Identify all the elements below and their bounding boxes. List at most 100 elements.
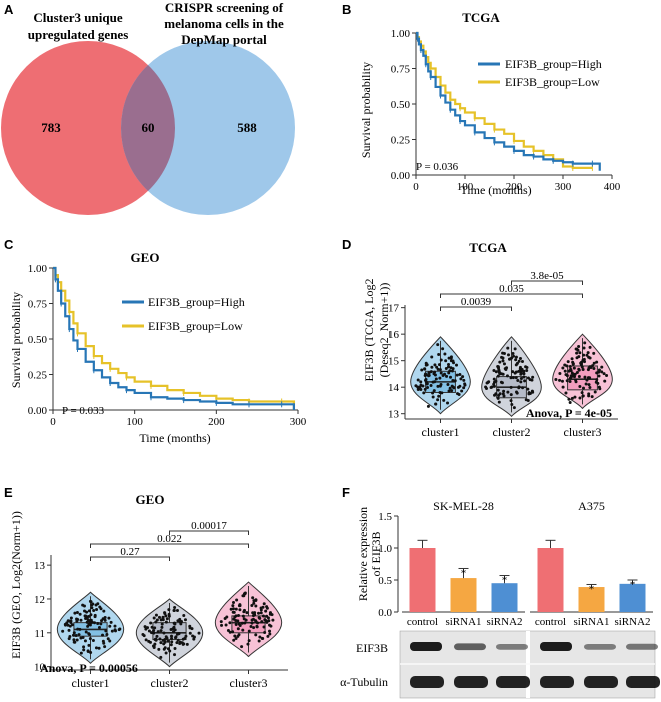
data-point xyxy=(166,639,170,643)
data-point xyxy=(94,603,98,607)
y-tick-label: 0.00 xyxy=(28,405,48,417)
venn-right-label-2: melanoma cells in the xyxy=(164,16,284,31)
data-point xyxy=(512,406,516,410)
data-point xyxy=(585,353,589,357)
data-point xyxy=(160,625,164,629)
violin-geo-ylabel: EIF3B (GEO, Log2(Norm+1)) xyxy=(9,511,23,659)
data-point xyxy=(523,379,527,383)
data-point xyxy=(94,646,98,650)
data-point xyxy=(101,633,105,637)
data-point xyxy=(531,375,535,379)
data-point xyxy=(74,633,78,637)
data-point xyxy=(424,378,428,382)
data-point xyxy=(592,361,596,365)
data-point xyxy=(420,368,424,372)
data-point xyxy=(83,614,87,618)
x-tick-label: cluster1 xyxy=(422,425,460,439)
legend-label-high: EIF3B_group=High xyxy=(148,295,245,309)
blot-row1-label: EIF3B xyxy=(356,641,388,655)
data-point xyxy=(583,341,587,345)
data-point xyxy=(159,655,163,659)
data-point xyxy=(267,619,271,623)
data-point xyxy=(433,380,437,384)
data-point xyxy=(259,611,263,615)
data-point xyxy=(492,369,496,373)
data-point xyxy=(431,395,435,399)
y-tick-label: 14 xyxy=(388,382,400,394)
data-point xyxy=(97,625,101,629)
data-point xyxy=(520,360,524,364)
data-point xyxy=(99,607,103,611)
data-point xyxy=(579,361,583,365)
data-point xyxy=(233,615,237,619)
data-point xyxy=(518,356,522,360)
data-point xyxy=(160,622,164,626)
km-tcga-xlabel: Time (months) xyxy=(460,183,531,197)
km-curve-EIF3B_group=High xyxy=(53,266,296,410)
data-point xyxy=(462,378,466,382)
data-point xyxy=(492,382,496,386)
data-point xyxy=(447,362,451,366)
venn-right-count: 588 xyxy=(237,120,257,135)
panel-c: C GEO 0.00 0.25 0.50 0.75 1.00 0 100 200 300 Tim… xyxy=(4,237,307,445)
data-point xyxy=(498,372,502,376)
data-point xyxy=(588,345,592,349)
data-point xyxy=(150,625,154,629)
data-point xyxy=(231,630,235,634)
data-point xyxy=(497,393,501,397)
data-point xyxy=(85,610,89,614)
data-point xyxy=(232,638,236,642)
data-point xyxy=(178,642,182,646)
data-point xyxy=(505,374,509,378)
data-point xyxy=(444,367,448,371)
data-point xyxy=(592,351,596,355)
data-point xyxy=(443,372,447,376)
data-point xyxy=(574,380,578,384)
x-tick-label: cluster3 xyxy=(230,676,268,690)
data-point xyxy=(426,385,430,389)
data-point xyxy=(433,363,437,367)
data-point xyxy=(261,614,265,618)
data-point xyxy=(460,389,464,393)
data-point xyxy=(81,603,85,607)
data-point xyxy=(268,629,272,633)
data-point xyxy=(68,624,72,628)
data-point xyxy=(256,621,260,625)
data-point xyxy=(449,356,453,360)
data-point xyxy=(168,649,172,653)
data-point xyxy=(167,614,171,618)
data-point xyxy=(567,369,571,373)
panel-b-label: B xyxy=(342,2,351,17)
data-point xyxy=(243,621,247,625)
tubulin-band xyxy=(584,676,618,688)
tubulin-band xyxy=(496,676,530,688)
data-point xyxy=(172,608,176,612)
data-point xyxy=(148,640,152,644)
data-point xyxy=(106,637,110,641)
data-point xyxy=(506,346,510,350)
data-point xyxy=(150,631,154,635)
data-point xyxy=(226,629,230,633)
data-point xyxy=(558,371,562,375)
data-point xyxy=(517,369,521,373)
data-point xyxy=(103,618,107,622)
data-point xyxy=(581,394,585,398)
data-point xyxy=(506,390,510,394)
data-point xyxy=(577,375,581,379)
data-point xyxy=(165,636,169,640)
km-geo-title: GEO xyxy=(131,250,160,265)
data-point xyxy=(178,620,182,624)
panel-a-label: A xyxy=(4,2,14,17)
km-tcga-legend: EIF3B_group=High EIF3B_group=Low xyxy=(478,57,602,89)
data-point xyxy=(501,372,505,376)
panel-e-label: E xyxy=(4,485,13,500)
data-point xyxy=(434,402,438,406)
data-point xyxy=(264,619,268,623)
x-tick-label: cluster2 xyxy=(493,425,531,439)
data-point xyxy=(595,371,599,375)
data-point xyxy=(99,622,103,626)
data-point xyxy=(454,363,458,367)
data-point xyxy=(91,639,95,643)
bar-siRNA2 xyxy=(619,583,646,612)
data-point xyxy=(234,607,238,611)
